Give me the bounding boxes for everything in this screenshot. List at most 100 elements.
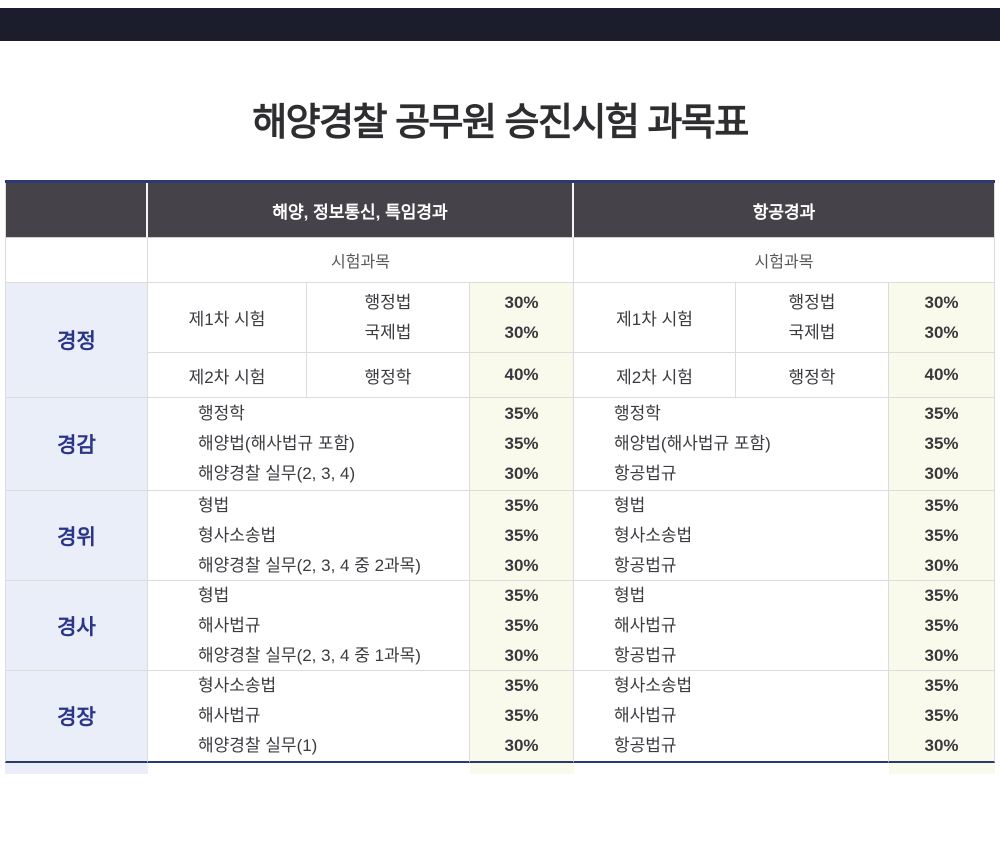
weight-line: 30% (504, 645, 539, 665)
exam-label-cell: 제1차 시험 (148, 283, 307, 353)
weights-cell: 35% 35% 30% (470, 398, 574, 491)
subject-line: 항공법규 (614, 555, 677, 575)
weights-cell: 40% (470, 353, 574, 398)
subject-line: 국제법 (364, 322, 412, 342)
subject-line: 행정법 (364, 292, 412, 312)
subheader-blank-cell (5, 238, 148, 283)
weights-cell: 30% 30% (470, 283, 574, 353)
subjects-cell: 행정법 국제법 (307, 283, 470, 353)
weight-line: 35% (924, 585, 959, 605)
subjects-cell: 행정법 국제법 (736, 283, 889, 353)
weights-cell: 35% 35% 30% (889, 671, 995, 763)
weight-line: 35% (924, 615, 959, 635)
subjects-cell: 행정학 해양법(해사법규 포함) 항공법규 (574, 398, 889, 491)
weight-line: 30% (924, 736, 959, 755)
weight-line: 35% (504, 585, 539, 605)
weight-line: 30% (924, 555, 959, 575)
subject-line: 행정학 (614, 404, 661, 423)
subject-line: 항공법규 (614, 464, 677, 483)
weight-line: 35% (924, 676, 959, 695)
table-corner-cell (5, 183, 148, 238)
rank-cell: 경정 (5, 283, 148, 398)
exam-label-cell: 제1차 시험 (574, 283, 736, 353)
subject-line: 형사소송법 (198, 676, 277, 695)
weight-line: 35% (504, 404, 539, 423)
subject-line: 형법 (198, 585, 230, 605)
weight-line: 35% (924, 404, 959, 423)
weight-line: 30% (504, 736, 539, 755)
weight-line: 30% (504, 464, 539, 483)
weight-line: 35% (924, 434, 959, 453)
exam-label-cell: 제2차 시험 (148, 353, 307, 398)
weight-line: 30% (504, 292, 539, 312)
subheader-marine: 시험과목 (148, 238, 574, 283)
subject-line: 형사소송법 (614, 676, 693, 695)
subject-line: 해사법규 (198, 615, 261, 635)
subject-line: 항공법규 (614, 645, 677, 665)
subject-line: 해양법(해사법규 포함) (198, 434, 355, 453)
subjects-cell: 형법 형사소송법 항공법규 (574, 491, 889, 581)
subjects-cell: 형법 해사법규 항공법규 (574, 581, 889, 671)
subjects-cell: 형법 형사소송법 해양경찰 실무(2, 3, 4 중 2과목) (148, 491, 470, 581)
weights-cell: 35% 35% 30% (470, 671, 574, 763)
subjects-cell: 행정학 (736, 353, 889, 398)
weights-cell: 30% 30% (889, 283, 995, 353)
weight-line: 30% (504, 555, 539, 575)
subject-line: 해양경찰 실무(2, 3, 4 중 1과목) (198, 645, 421, 665)
subject-line: 해사법규 (614, 706, 677, 725)
weight-line: 35% (504, 615, 539, 635)
subjects-cell: 행정학 (307, 353, 470, 398)
weights-cell: 35% 35% 30% (889, 398, 995, 491)
weights-cell: 35% 35% 30% (470, 491, 574, 581)
weight-line: 30% (924, 464, 959, 483)
weight-line: 35% (504, 434, 539, 453)
subject-line: 행정법 (788, 292, 836, 312)
weight-line: 35% (924, 706, 959, 725)
weight-line: 35% (504, 706, 539, 725)
rank-cell: 경위 (5, 491, 148, 581)
rank-cell: 경감 (5, 398, 148, 491)
weight-line: 30% (924, 645, 959, 665)
weight-line: 35% (504, 525, 539, 545)
weight-line: 35% (924, 495, 959, 515)
subjects-cell: 행정학 해양법(해사법규 포함) 해양경찰 실무(2, 3, 4) (148, 398, 470, 491)
subject-line: 해양법(해사법규 포함) (614, 434, 771, 453)
exam-label-cell: 제2차 시험 (574, 353, 736, 398)
subject-line: 해사법규 (198, 706, 261, 725)
promotion-exam-table: 해양, 정보통신, 특임경과 항공경과 시험과목 시험과목 경정 제1차 시험 … (5, 180, 995, 774)
subject-line: 형사소송법 (198, 525, 277, 545)
subject-line: 해사법규 (614, 615, 677, 635)
group-header-aviation: 항공경과 (574, 183, 995, 238)
weight-line: 35% (504, 495, 539, 515)
rank-cell: 경장 (5, 671, 148, 763)
footer-strip-rank (5, 763, 148, 774)
weight-line: 30% (924, 322, 959, 342)
subheader-aviation: 시험과목 (574, 238, 995, 283)
footer-strip-weight-left (470, 763, 574, 774)
weight-line: 35% (504, 676, 539, 695)
subject-line: 형법 (198, 495, 230, 515)
weight-line: 35% (924, 525, 959, 545)
subject-line: 해양경찰 실무(2, 3, 4) (198, 464, 356, 483)
subject-line: 형법 (614, 495, 646, 515)
weights-cell: 40% (889, 353, 995, 398)
weights-cell: 35% 35% 30% (889, 491, 995, 581)
weight-line: 30% (504, 322, 539, 342)
subject-line: 형사소송법 (614, 525, 693, 545)
subject-line: 형법 (614, 585, 646, 605)
rank-cell: 경사 (5, 581, 148, 671)
group-header-marine: 해양, 정보통신, 특임경과 (148, 183, 574, 238)
subject-line: 해양경찰 실무(1) (198, 736, 318, 755)
subjects-cell: 형사소송법 해사법규 항공법규 (574, 671, 889, 763)
subjects-cell: 형사소송법 해사법규 해양경찰 실무(1) (148, 671, 470, 763)
weights-cell: 35% 35% 30% (889, 581, 995, 671)
weights-cell: 35% 35% 30% (470, 581, 574, 671)
weight-line: 30% (924, 292, 959, 312)
page-title: 해양경찰 공무원 승진시험 과목표 (252, 102, 749, 144)
subject-line: 해양경찰 실무(2, 3, 4 중 2과목) (198, 555, 421, 575)
footer-strip-weight-right (889, 763, 995, 774)
subject-line: 국제법 (788, 322, 836, 342)
top-accent-bar (0, 8, 1000, 41)
subjects-cell: 형법 해사법규 해양경찰 실무(2, 3, 4 중 1과목) (148, 581, 470, 671)
